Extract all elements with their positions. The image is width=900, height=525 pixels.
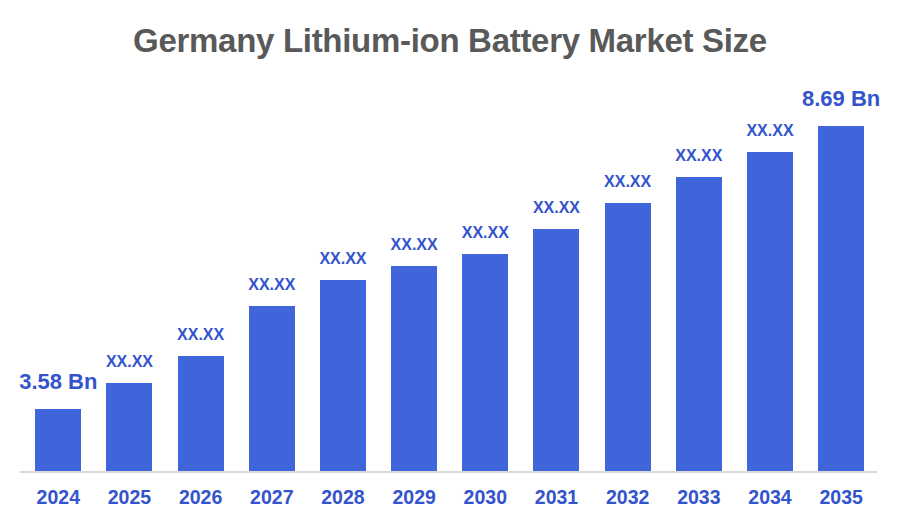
bar-value-label: XX.XX <box>639 148 759 164</box>
bar-2031 <box>533 229 579 471</box>
x-axis-label: 2025 <box>89 486 169 509</box>
x-axis-label: 2028 <box>303 486 383 509</box>
bar-value-label: XX.XX <box>212 277 332 293</box>
bar-value-label: 3.58 Bn <box>0 371 118 393</box>
bar-value-label: XX.XX <box>568 174 688 190</box>
bar-value-label: XX.XX <box>69 354 189 370</box>
x-axis-label: 2035 <box>801 486 881 509</box>
bar-2027 <box>249 306 295 471</box>
bar-2034 <box>747 152 793 471</box>
bar-2033 <box>676 177 722 471</box>
x-axis-label: 2024 <box>18 486 98 509</box>
bar-2032 <box>605 203 651 471</box>
chart-container: Germany Lithium-ion Battery Market Size … <box>0 0 900 525</box>
bar-2024 <box>35 409 81 471</box>
bar-value-label: XX.XX <box>425 225 545 241</box>
bar-value-label: XX.XX <box>141 327 261 343</box>
x-axis-label: 2032 <box>588 486 668 509</box>
bar-2029 <box>391 266 437 471</box>
x-axis-label: 2029 <box>374 486 454 509</box>
x-axis-label: 2030 <box>445 486 525 509</box>
x-axis-line <box>20 471 877 473</box>
bar-value-label: XX.XX <box>283 251 403 267</box>
bar-2026 <box>178 356 224 471</box>
bar-2025 <box>106 383 152 471</box>
x-axis-label: 2034 <box>730 486 810 509</box>
x-axis-label: 2027 <box>232 486 312 509</box>
bar-2030 <box>462 254 508 471</box>
plot-area: 3.58 Bn 2024 XX.XX 2025 XX.XX 2026 XX.XX 2027 XX… <box>0 0 900 525</box>
x-axis-label: 2026 <box>161 486 241 509</box>
bar-2035 <box>818 126 864 471</box>
bar-value-label: XX.XX <box>496 200 616 216</box>
bar-2028 <box>320 280 366 471</box>
x-axis-label: 2031 <box>516 486 596 509</box>
bar-value-label: XX.XX <box>710 123 830 139</box>
bar-value-label: 8.69 Bn <box>781 88 900 110</box>
x-axis-label: 2033 <box>659 486 739 509</box>
